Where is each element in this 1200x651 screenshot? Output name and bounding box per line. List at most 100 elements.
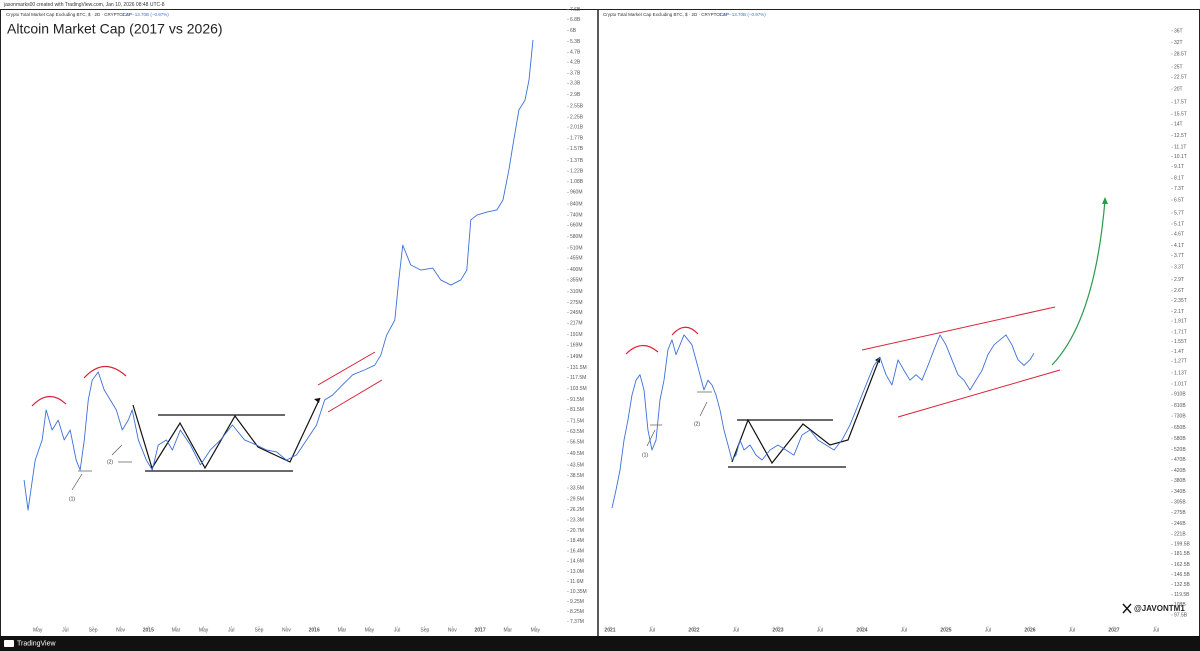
y-tick-label: 310M: [570, 289, 583, 295]
y-tick-label: 275B: [1174, 510, 1186, 516]
y-tick-label: 2.55B: [570, 103, 584, 109]
y-tick-label: 2.01B: [570, 124, 584, 130]
x-tick-label: Jul: [228, 627, 234, 633]
y-tick-label: 117.5M: [570, 375, 586, 381]
y-tick-label: 2.1T: [1174, 309, 1184, 315]
x-tick-label: Sep: [89, 627, 98, 633]
y-tick-label: 28.5T: [1174, 51, 1187, 57]
x-tick-label: May: [33, 627, 43, 633]
y-tick-label: 2.9B: [570, 92, 581, 98]
y-tick-label: 1.01T: [1174, 381, 1187, 387]
y-tick-label: 36T: [1174, 28, 1183, 34]
x-tick-label: Jul: [394, 627, 400, 633]
y-tick-label: 169M: [570, 343, 583, 349]
y-tick-label: 132.5B: [1174, 582, 1191, 588]
y-tick-label: 33.5M: [570, 485, 584, 491]
x-tick-label: 2027: [1108, 627, 1119, 633]
y-tick-label: 6.8B: [570, 17, 581, 23]
y-tick-label: 14T: [1174, 122, 1183, 128]
x-tick-label: Jul: [649, 627, 655, 633]
x-tick-label: 2024: [856, 627, 867, 633]
y-tick-label: 26.2M: [570, 507, 584, 513]
y-tick-label: 2.9T: [1174, 277, 1184, 283]
y-tick-label: 49.5M: [570, 451, 584, 457]
y-tick-label: 91.5M: [570, 397, 584, 403]
x-tick-label: Mar: [172, 627, 181, 633]
y-tick-label: 3.7T: [1174, 253, 1184, 259]
top-arc: [83, 365, 127, 379]
y-tick-label: 10.35M: [570, 589, 587, 595]
y-tick-label: 510M: [570, 245, 583, 251]
projection-arrow: [1051, 199, 1106, 366]
y-tick-label: 840M: [570, 201, 583, 207]
y-tick-label: 305B: [1174, 500, 1186, 506]
pointer: [699, 401, 708, 417]
y-tick-label: 6.5T: [1174, 197, 1184, 203]
y-tick-label: 1.91T: [1174, 318, 1187, 324]
x-tick-label: Jul: [1069, 627, 1075, 633]
y-tick-label: 580B: [1174, 436, 1186, 442]
x-tick-label: Sep: [420, 627, 429, 633]
y-tick-label: 4.1T: [1174, 243, 1184, 249]
author-line: jasonmarks00 created with TradingView.co…: [3, 2, 165, 8]
y-tick-label: 32T: [1174, 40, 1183, 46]
y-tick-label: 9.1T: [1174, 164, 1184, 170]
y-tick-label: 420B: [1174, 468, 1186, 474]
y-tick-label: 149M: [570, 354, 583, 360]
y-tick-label: 740M: [570, 213, 583, 219]
chart-subtitle: Crypto Total Market Cap Excluding BTC, $…: [6, 12, 132, 17]
y-tick-label: 4.2B: [570, 59, 581, 65]
y-tick-label: 11.6M: [570, 579, 584, 585]
y-tick-label: 162.5B: [1174, 562, 1191, 568]
y-tick-label: 23.3M: [570, 517, 584, 523]
x-tick-label: Jul: [62, 627, 68, 633]
y-tick-label: 29.5M: [570, 497, 584, 503]
y-tick-label: 3.3B: [570, 81, 581, 87]
y-tick-label: 22.5T: [1174, 75, 1187, 81]
y-tick-label: 12.5T: [1174, 133, 1187, 139]
y-tick-label: 1.22B: [570, 168, 584, 174]
y-tick-label: 10.1T: [1174, 154, 1187, 160]
x-tick-label: 2025: [940, 627, 951, 633]
annotation: (1): [69, 496, 75, 502]
y-tick-label: 103.5M: [570, 386, 587, 392]
x-tick-label: Mar: [338, 627, 347, 633]
x-tick-label: May: [365, 627, 375, 633]
brand-logo: [4, 640, 14, 647]
x-tick-label: Nov: [448, 627, 457, 633]
y-tick-label: 17.5T: [1174, 100, 1187, 106]
annotation: (1): [642, 452, 648, 458]
y-tick-label: 181.5B: [1174, 551, 1191, 557]
channel-top: [317, 351, 376, 386]
brand-name[interactable]: TradingView: [17, 640, 56, 647]
y-tick-label: 660M: [570, 223, 583, 229]
drawings-left: [31, 351, 383, 491]
y-tick-label: 1.27T: [1174, 359, 1187, 365]
y-tick-label: 455M: [570, 255, 583, 261]
y-tick-label: 340B: [1174, 489, 1186, 495]
y-tick-label: 650B: [1174, 425, 1186, 431]
x-tick-label: 2017: [475, 627, 486, 633]
x-tick-label: Jul: [817, 627, 823, 633]
x-tick-label: Sep: [255, 627, 264, 633]
y-tick-label: 400M: [570, 267, 583, 273]
y-tick-label: 25T: [1174, 64, 1183, 70]
x-tick-label: Jul: [1153, 627, 1159, 633]
y-tick-label: 5.1T: [1174, 221, 1184, 227]
y-tick-label: 1.08B: [570, 179, 584, 185]
top-arc: [671, 326, 699, 336]
x-tick-label: 2021: [604, 627, 615, 633]
top-arc: [31, 395, 67, 407]
y-tick-label: 7.6B: [570, 7, 581, 13]
y-tick-label: 2.6T: [1174, 288, 1184, 294]
y-tick-label: 2.25B: [570, 114, 584, 120]
y-tick-label: 1.4T: [1174, 349, 1184, 355]
y-tick-label: 38.5M: [570, 473, 584, 479]
y-tick-label: 11.1T: [1174, 145, 1186, 151]
y-tick-label: 56.5M: [570, 439, 584, 445]
drawings-right: [625, 197, 1132, 614]
chart-quote: 1.3T −13.70B (−0.97%): [122, 12, 169, 17]
chart-title: Altcoin Market Cap (2017 vs 2026): [7, 21, 223, 37]
pointer: [111, 444, 123, 456]
